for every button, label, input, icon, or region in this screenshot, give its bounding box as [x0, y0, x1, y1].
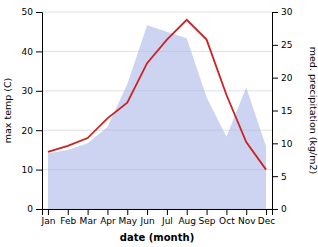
tick-label: 15: [281, 106, 292, 116]
tick: 10: [22, 165, 42, 175]
tick: 50: [22, 7, 42, 17]
chart: Jan Feb MarAprMayJun Jul AugSepOctNovDec 0 10 2…: [0, 0, 318, 247]
tick-mark: [272, 111, 278, 112]
x-axis: Jan Feb MarAprMayJun Jul AugSepOctNovDec: [41, 209, 276, 226]
tick-mark: [68, 209, 69, 215]
tick-label: Jul: [161, 216, 173, 226]
tick-mark: [272, 143, 278, 144]
tick-label: 25: [281, 40, 292, 50]
tick-label: 10: [22, 165, 34, 175]
tick-label: Sep: [199, 216, 216, 226]
tick: Jun: [140, 209, 155, 226]
tick-label: 20: [22, 126, 34, 136]
tick: Nov: [238, 209, 256, 226]
axis-line: [43, 210, 273, 216]
tick-mark: [272, 45, 278, 46]
tick-mark: [48, 209, 49, 215]
tick-mark: [36, 12, 42, 13]
tick: 40: [22, 47, 42, 57]
tick-mark: [147, 209, 148, 215]
tick-label: Jan: [41, 216, 56, 226]
plot: Jan Feb MarAprMayJun Jul AugSepOctNovDec 0 10 2…: [22, 7, 293, 226]
tick-mark: [167, 209, 168, 215]
tick-label: 40: [22, 47, 34, 57]
tick-label: Feb: [60, 216, 76, 226]
tick-label: Aug: [178, 216, 196, 226]
tick-mark: [207, 209, 208, 215]
tick-label: 10: [281, 139, 293, 149]
tick-mark: [272, 12, 278, 13]
tick: Oct: [219, 209, 235, 226]
tick-mark: [272, 176, 278, 177]
tick-label: Dec: [258, 216, 275, 226]
tick: Jan: [41, 209, 56, 226]
tick: 5: [272, 172, 287, 182]
tick: 0: [272, 204, 287, 214]
tick-label: 0: [27, 204, 33, 214]
tick-mark: [226, 209, 227, 215]
tick: 10: [272, 139, 293, 149]
tick-mark: [36, 209, 42, 210]
tick-mark: [88, 209, 89, 215]
tick: May: [118, 209, 137, 226]
tick-mark: [36, 170, 42, 171]
tick: Dec: [258, 209, 275, 226]
tick: Feb: [60, 209, 76, 226]
y-axis-title: max temp (C): [2, 78, 13, 144]
tick-mark: [36, 91, 42, 92]
tick-label: 50: [22, 7, 34, 17]
line: [48, 20, 266, 170]
tick-mark: [107, 209, 108, 215]
tick: Apr: [100, 209, 116, 226]
tick: 15: [272, 106, 292, 116]
tick-label: 20: [281, 73, 293, 83]
tick: 30: [22, 86, 42, 96]
tick-label: 5: [281, 172, 287, 182]
grid-line: [42, 12, 272, 13]
tick-label: Jun: [140, 216, 155, 226]
tick-label: Mar: [80, 216, 97, 226]
tick-mark: [36, 51, 42, 52]
y2-axis: 0 5 10 15 20 25 30: [272, 7, 293, 214]
tick: 0: [27, 204, 42, 214]
tick-label: Apr: [100, 216, 116, 226]
tick-label: Oct: [219, 216, 235, 226]
axis-line: [36, 13, 43, 210]
tick: 20: [272, 73, 293, 83]
tick-mark: [272, 209, 278, 210]
tick-mark: [187, 209, 188, 215]
tick-label: May: [118, 216, 137, 226]
tick: Mar: [80, 209, 97, 226]
tick: Jul: [161, 209, 173, 226]
tick: Sep: [199, 209, 216, 226]
tick-mark: [36, 130, 42, 131]
axis-line: [273, 13, 279, 210]
tick-mark: [266, 209, 267, 215]
tick-label: 0: [281, 204, 287, 214]
tick-mark: [246, 209, 247, 215]
tick-label: 30: [22, 86, 34, 96]
tick: Aug: [178, 209, 196, 226]
tick-mark: [272, 78, 278, 79]
grid: [42, 12, 272, 209]
x-axis-title: date (month): [120, 232, 194, 243]
y2-axis-title: med. precipitation (kg/m2): [308, 47, 318, 174]
tick: 30: [272, 7, 293, 17]
marks: [48, 20, 266, 209]
y-axis: 0 10 20 30 40 50: [22, 7, 43, 214]
tick-mark: [127, 209, 128, 215]
tick-label: Nov: [238, 216, 256, 226]
tick: 20: [22, 126, 42, 136]
tick: 25: [272, 40, 292, 50]
tick-label: 30: [281, 7, 293, 17]
